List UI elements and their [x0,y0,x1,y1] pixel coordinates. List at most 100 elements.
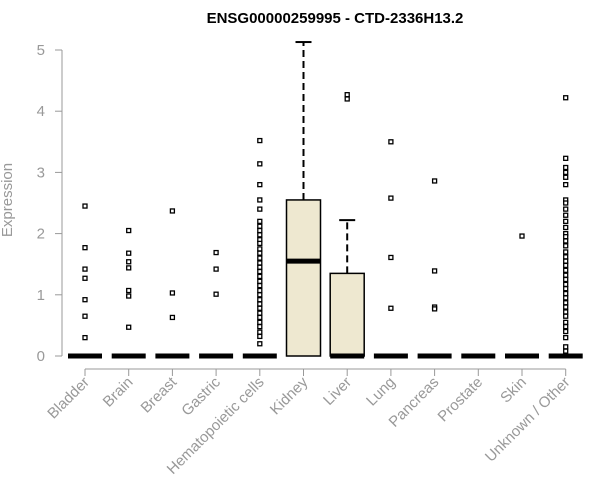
outlier-point [563,238,569,244]
outlier-point [563,224,569,231]
outlier-point [82,313,88,319]
outlier-point [563,212,569,218]
outlier-point [344,92,350,98]
outlier-point [563,295,569,301]
box-group [548,95,583,359]
outlier-point [126,259,132,265]
outlier-point [82,266,88,272]
outlier-point [257,218,263,225]
box-group [242,137,277,359]
y-axis: 0 1 2 3 4 5 [37,42,63,365]
outlier-point [563,262,569,269]
outlier-point [82,334,88,341]
outlier-point [126,293,132,299]
outlier-point [257,137,263,144]
outlier-point [257,301,263,307]
outlier-point [431,268,438,274]
outlier-point [257,223,263,229]
outlier-point [82,245,88,251]
outlier-point [257,297,263,303]
y-tick-label: 1 [37,287,45,304]
outlier-point [388,254,394,261]
box-body [285,199,322,357]
outlier-point [257,197,263,203]
outlier-point [563,234,569,240]
outlier-point [563,334,569,341]
outlier-point [563,155,569,161]
outlier-point [257,278,263,284]
outlier-point [563,286,569,292]
outlier-point [126,265,132,271]
outlier-point [563,313,569,319]
outlier-point [257,305,263,311]
outlier-point [431,306,438,312]
outlier-point [126,227,132,234]
outlier-point [257,310,263,316]
y-tick-label: 2 [37,226,45,243]
y-axis-label: Expression [0,163,16,237]
x-tick-label: Breast [138,373,181,416]
box-group [417,178,452,359]
outlier-point [257,246,263,252]
outlier-point [257,319,263,325]
outlier-point [563,276,569,283]
outlier-point [563,300,569,306]
box-group [373,139,408,359]
outlier-point [563,319,569,325]
outlier-point [563,254,569,260]
y-tick-label: 0 [37,348,45,365]
outlier-point [213,291,219,297]
outlier-point [169,208,176,214]
outlier-point [563,164,569,171]
x-tick-label: Liver [320,374,355,409]
outlier-point [563,95,569,101]
outlier-point [563,323,569,330]
chart-title: ENSG00000259995 - CTD-2336H13.2 [207,10,464,27]
outlier-point [563,328,569,335]
outlier-point [126,250,132,256]
outlier-point [257,232,263,238]
outlier-point [213,249,219,256]
box-group [111,227,146,359]
x-tick-label: Kidney [267,373,312,418]
outlier-point [257,181,263,188]
plot-area [68,41,583,359]
outlier-point [563,174,569,180]
box-body [329,272,365,357]
outlier-point [563,267,569,273]
outlier-point [257,282,263,289]
outlier-point [257,260,263,266]
outlier-point [563,169,569,176]
y-tick-label: 3 [37,164,45,181]
x-tick-label: Prostate [435,374,487,426]
outlier-point [563,249,569,255]
outlier-point [82,275,88,281]
x-tick-label: Skin [497,374,530,407]
outlier-point [126,324,132,330]
outlier-point [563,304,569,310]
outlier-point [257,329,263,335]
outlier-point [563,218,569,225]
outlier-point [257,250,263,256]
outlier-point [82,297,88,303]
outlier-point [126,287,132,294]
outlier-point [257,227,263,234]
outlier-point [257,314,263,321]
x-tick-label: Bladder [44,374,93,423]
outlier-point [169,314,176,321]
outlier-point [257,206,263,212]
box-group [505,233,539,359]
outlier-point [563,181,569,188]
outlier-point [257,292,263,298]
outlier-point [563,206,569,212]
outlier-point [388,195,394,201]
outlier-point [257,268,263,275]
outlier-point [257,273,263,280]
outlier-point [213,266,219,272]
outlier-point [563,200,569,206]
outlier-point [519,233,525,239]
outlier-point [388,139,394,145]
x-tick-label: Lung [363,374,399,410]
outlier-point [563,309,569,315]
